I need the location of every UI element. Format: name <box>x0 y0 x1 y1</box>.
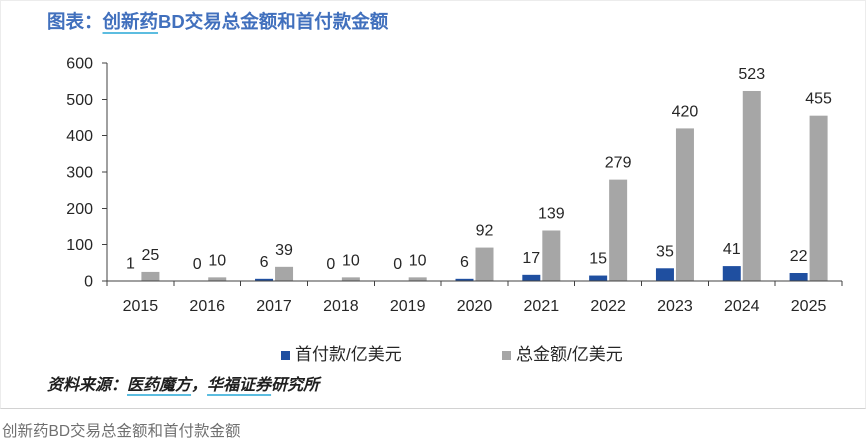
figure-title: 图表：创新药BD交易总金额和首付款金额 <box>47 11 388 33</box>
data-label-total-amount: 92 <box>476 223 494 240</box>
source-suffix: 研究所 <box>271 377 320 394</box>
bar-total-amount <box>475 247 494 281</box>
data-label-down-payment: 41 <box>723 241 741 258</box>
bar-total-amount <box>742 90 761 281</box>
data-label-total-amount: 455 <box>805 91 832 108</box>
legend-label-down-payment: 首付款/亿美元 <box>295 345 402 364</box>
x-tick-label: 2017 <box>256 298 292 315</box>
x-tick-label: 2023 <box>657 298 693 315</box>
x-tick-label: 2024 <box>724 298 760 315</box>
data-label-total-amount: 39 <box>275 242 293 259</box>
x-axis: 2015 2016 2017 2018 2019 2020 2021 2022 2023 2024… <box>106 280 843 315</box>
y-tick-label: 400 <box>66 128 93 145</box>
bar-total-amount <box>809 115 828 281</box>
bar-down-payment <box>522 274 541 281</box>
data-label-down-payment: 6 <box>460 254 469 271</box>
data-label-down-payment: 6 <box>260 254 269 271</box>
x-tick-label: 2018 <box>323 298 359 315</box>
x-tick-label: 2016 <box>189 298 225 315</box>
chart-legend: 首付款/亿美元 总金额/亿美元 <box>0 344 866 366</box>
bar-total-amount <box>675 128 694 281</box>
x-tick-label: 2022 <box>590 298 626 315</box>
x-tick-label: 2025 <box>791 298 827 315</box>
source-link-huafu-securities[interactable]: 华福证券 <box>207 377 272 394</box>
x-tick-label: 2020 <box>457 298 493 315</box>
bar-down-payment <box>589 275 608 281</box>
data-label-total-amount: 25 <box>142 247 160 264</box>
y-tick-label: 100 <box>66 237 93 254</box>
keyword-link-innovative-drug[interactable]: 创新药 <box>102 11 159 32</box>
legend-swatch-total-amount <box>502 350 511 360</box>
source-note: 资料来源：医药魔方，华福证券研究所 <box>47 376 319 396</box>
data-label-down-payment: 17 <box>522 250 540 267</box>
data-label-down-payment: 0 <box>326 256 335 273</box>
data-label-down-payment: 22 <box>790 248 808 265</box>
legend-swatch-down-payment <box>281 350 290 360</box>
bar-total-amount <box>408 277 427 281</box>
y-tick-label: 500 <box>66 92 93 109</box>
bar-total-amount <box>542 230 561 281</box>
bar-down-payment <box>455 278 474 281</box>
bar-down-payment <box>255 278 274 281</box>
bar-total-amount <box>341 277 360 281</box>
legend-item-total-amount: 总金额/亿美元 <box>502 344 623 366</box>
bars <box>121 90 828 281</box>
y-tick-label: 0 <box>84 274 93 291</box>
legend-item-down-payment: 首付款/亿美元 <box>281 344 402 366</box>
title-rest: BD交易总金额和首付款金额 <box>158 11 389 32</box>
legend-label-total-amount: 总金额/亿美元 <box>516 345 623 364</box>
bar-total-amount <box>208 277 227 281</box>
title-prefix: 图表： <box>47 11 103 32</box>
data-label-total-amount: 139 <box>538 205 565 222</box>
bar-total-amount <box>275 266 294 281</box>
data-label-total-amount: 523 <box>738 66 765 83</box>
data-label-total-amount: 420 <box>672 103 699 120</box>
y-axis: 0 100 200 300 400 500 600 <box>66 56 108 291</box>
data-label-down-payment: 15 <box>589 251 607 268</box>
data-label-total-amount: 10 <box>342 252 360 269</box>
data-label-down-payment: 1 <box>126 256 135 273</box>
figure-caption: 创新药BD交易总金额和首付款金额 <box>2 423 241 440</box>
y-tick-label: 200 <box>66 201 93 218</box>
source-separator: ， <box>191 377 208 394</box>
source-link-yiyao-mofang[interactable]: 医药魔方 <box>127 377 192 394</box>
x-tick-label: 2019 <box>390 298 426 315</box>
bar-total-amount <box>609 179 628 281</box>
x-tick-label: 2021 <box>524 298 560 315</box>
bar-down-payment <box>655 268 674 281</box>
y-tick-label: 300 <box>66 165 93 182</box>
data-label-total-amount: 10 <box>409 252 427 269</box>
bar-down-payment <box>722 266 741 281</box>
data-label-down-payment: 35 <box>656 243 674 260</box>
bar-total-amount <box>141 271 160 281</box>
data-label-total-amount: 10 <box>208 252 226 269</box>
bar-down-payment <box>789 273 808 281</box>
y-tick-label: 600 <box>66 56 93 73</box>
data-label-down-payment: 0 <box>193 256 202 273</box>
data-label-total-amount: 279 <box>605 155 632 172</box>
data-label-down-payment: 0 <box>393 256 402 273</box>
x-tick-label: 2015 <box>123 298 159 315</box>
source-prefix: 资料来源： <box>47 377 128 394</box>
